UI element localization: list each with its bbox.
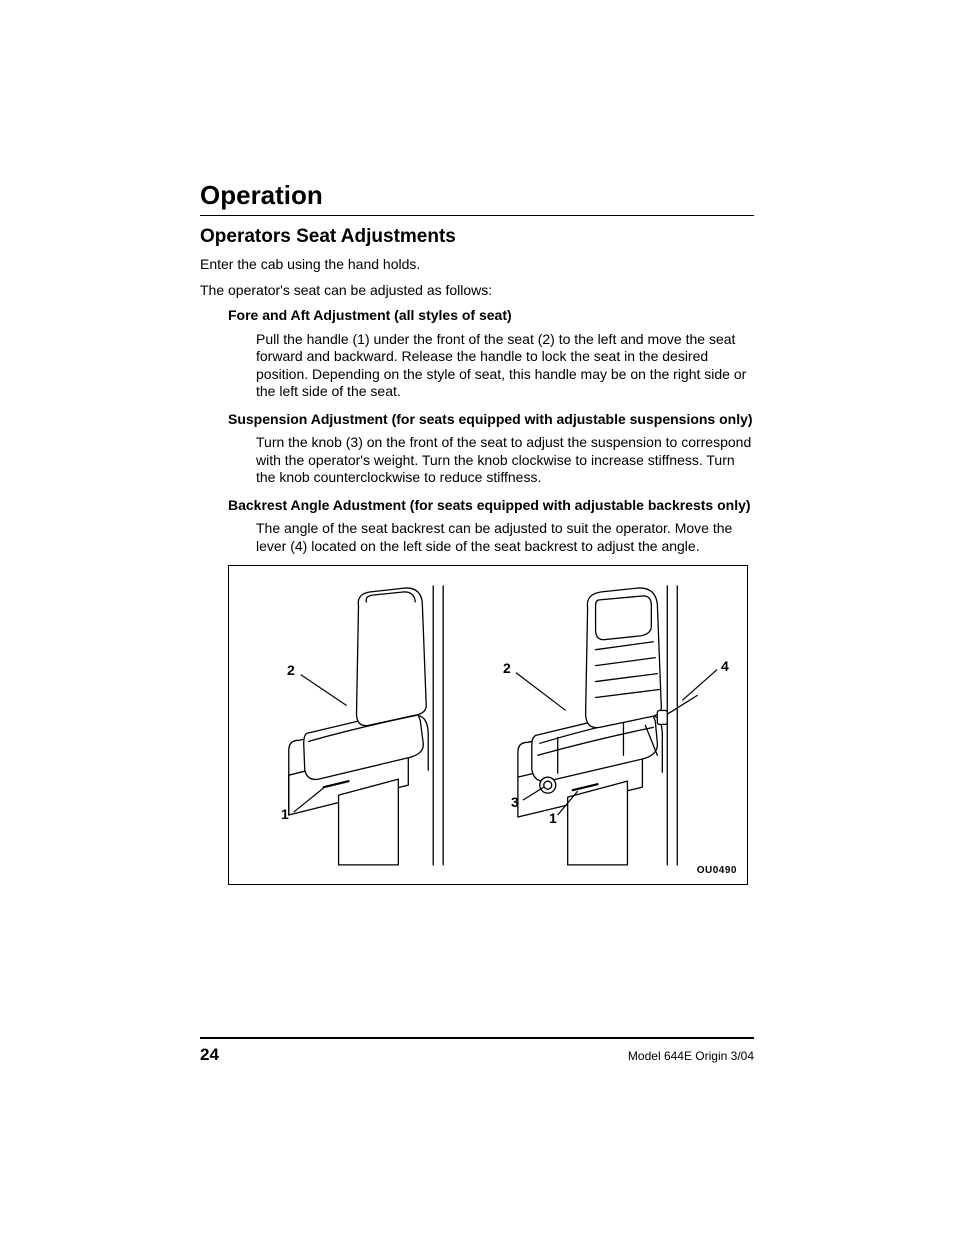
chapter-title: Operation	[200, 180, 754, 211]
figure-code: OU0490	[697, 865, 737, 876]
body-suspension: Turn the knob (3) on the front of the se…	[256, 434, 754, 487]
callout-right-4: 4	[721, 658, 729, 674]
page-footer: 24 Model 644E Origin 3/04	[200, 1037, 754, 1065]
figure-seat-adjustments: 2 1 2 4 3 1 OU0490	[228, 565, 748, 885]
footer-model-text: Model 644E Origin 3/04	[628, 1049, 754, 1063]
seat-diagram-svg	[229, 566, 747, 885]
subhead-fore-aft: Fore and Aft Adjustment (all styles of s…	[228, 307, 754, 325]
body-fore-aft: Pull the handle (1) under the front of t…	[256, 331, 754, 401]
callout-right-2: 2	[503, 660, 511, 676]
callout-left-1: 1	[281, 806, 289, 822]
intro-paragraph-1: Enter the cab using the hand holds.	[200, 256, 754, 274]
subhead-suspension: Suspension Adjustment (for seats equippe…	[228, 411, 754, 429]
callout-right-1: 1	[549, 810, 557, 826]
subhead-backrest: Backrest Angle Adustment (for seats equi…	[228, 497, 754, 515]
rule-under-chapter	[200, 215, 754, 216]
body-backrest: The angle of the seat backrest can be ad…	[256, 520, 754, 555]
intro-paragraph-2: The operator's seat can be adjusted as f…	[200, 282, 754, 300]
manual-page: Operation Operators Seat Adjustments Ent…	[0, 0, 954, 1235]
callout-left-2: 2	[287, 662, 295, 678]
footer-rule	[200, 1037, 754, 1039]
page-number: 24	[200, 1045, 219, 1065]
callout-right-3: 3	[511, 794, 519, 810]
section-title: Operators Seat Adjustments	[200, 226, 754, 248]
